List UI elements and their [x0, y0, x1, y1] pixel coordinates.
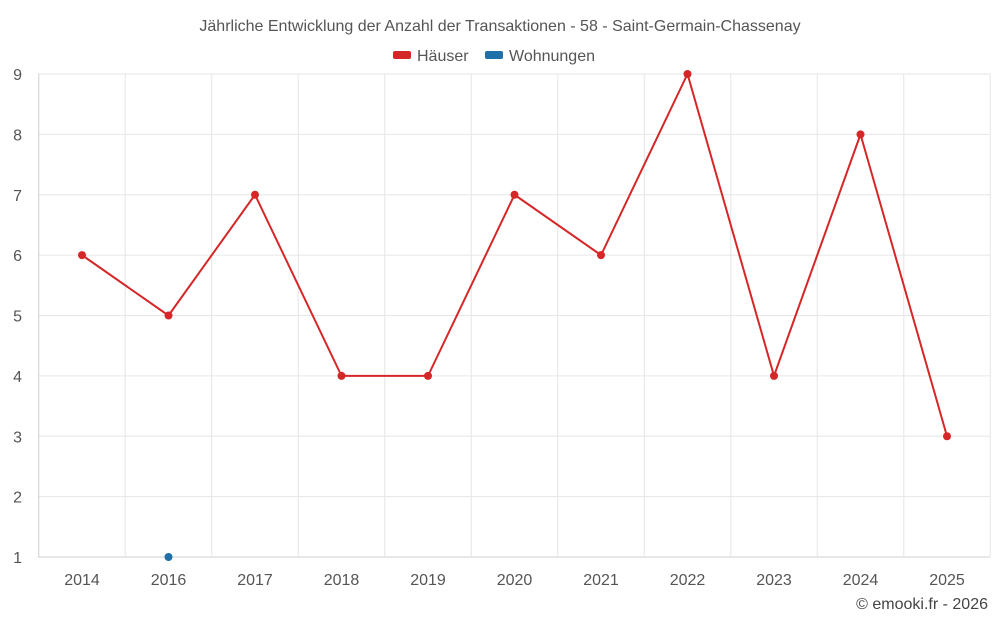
data-point-haeuser[interactable] — [78, 251, 86, 260]
data-point-haeuser[interactable] — [597, 251, 605, 260]
grid — [38, 73, 991, 558]
series-layer — [78, 70, 951, 561]
y-tick-label: 9 — [13, 67, 22, 84]
x-tick-label: 2021 — [583, 572, 619, 589]
y-tick-label: 8 — [13, 127, 22, 144]
x-tick-label: 2017 — [237, 572, 273, 589]
legend-label-haeuser: Häuser — [417, 48, 469, 65]
legend-item-haeuser[interactable]: Häuser — [393, 48, 469, 65]
data-point-haeuser[interactable] — [424, 371, 432, 380]
y-axis-ticks: 1 2 3 4 5 6 7 8 9 — [13, 67, 22, 567]
data-point-haeuser[interactable] — [510, 190, 519, 199]
y-tick-label: 7 — [13, 188, 22, 205]
y-tick-label: 3 — [13, 429, 22, 446]
data-point-haeuser[interactable] — [164, 311, 173, 320]
legend-item-wohnungen[interactable]: Wohnungen — [485, 48, 595, 65]
legend: Häuser Wohnungen — [393, 48, 595, 65]
chart-title: Jährliche Entwicklung der Anzahl der Tra… — [199, 18, 800, 35]
data-point-haeuser[interactable] — [770, 371, 778, 380]
x-tick-label: 2024 — [843, 572, 879, 589]
legend-swatch-wohnungen — [485, 51, 503, 59]
y-tick-label: 6 — [13, 248, 22, 265]
data-point-wohnungen[interactable] — [164, 553, 173, 561]
data-point-haeuser[interactable] — [943, 432, 951, 441]
data-point-haeuser[interactable] — [251, 190, 259, 199]
x-tick-label: 2025 — [929, 572, 965, 589]
legend-swatch-haeuser — [393, 51, 411, 59]
y-tick-label: 5 — [13, 309, 22, 326]
y-tick-label: 2 — [13, 490, 22, 507]
x-tick-label: 2016 — [151, 572, 187, 589]
data-point-haeuser[interactable] — [683, 70, 692, 78]
x-tick-label: 2022 — [670, 572, 706, 589]
x-tick-label: 2014 — [64, 572, 100, 589]
x-tick-label: 2018 — [324, 572, 360, 589]
data-point-haeuser[interactable] — [337, 371, 346, 380]
y-tick-label: 1 — [13, 550, 22, 567]
x-tick-label: 2019 — [410, 572, 446, 589]
x-tick-label: 2020 — [497, 572, 533, 589]
y-tick-label: 4 — [13, 369, 22, 386]
data-point-haeuser[interactable] — [856, 130, 865, 139]
x-axis-ticks: 2014 2016 2017 2018 2019 2020 2021 2022 2023 2024… — [64, 572, 965, 589]
x-tick-label: 2023 — [756, 572, 792, 589]
legend-label-wohnungen: Wohnungen — [509, 48, 595, 65]
credit-label: © emooki.fr - 2026 — [856, 596, 988, 613]
